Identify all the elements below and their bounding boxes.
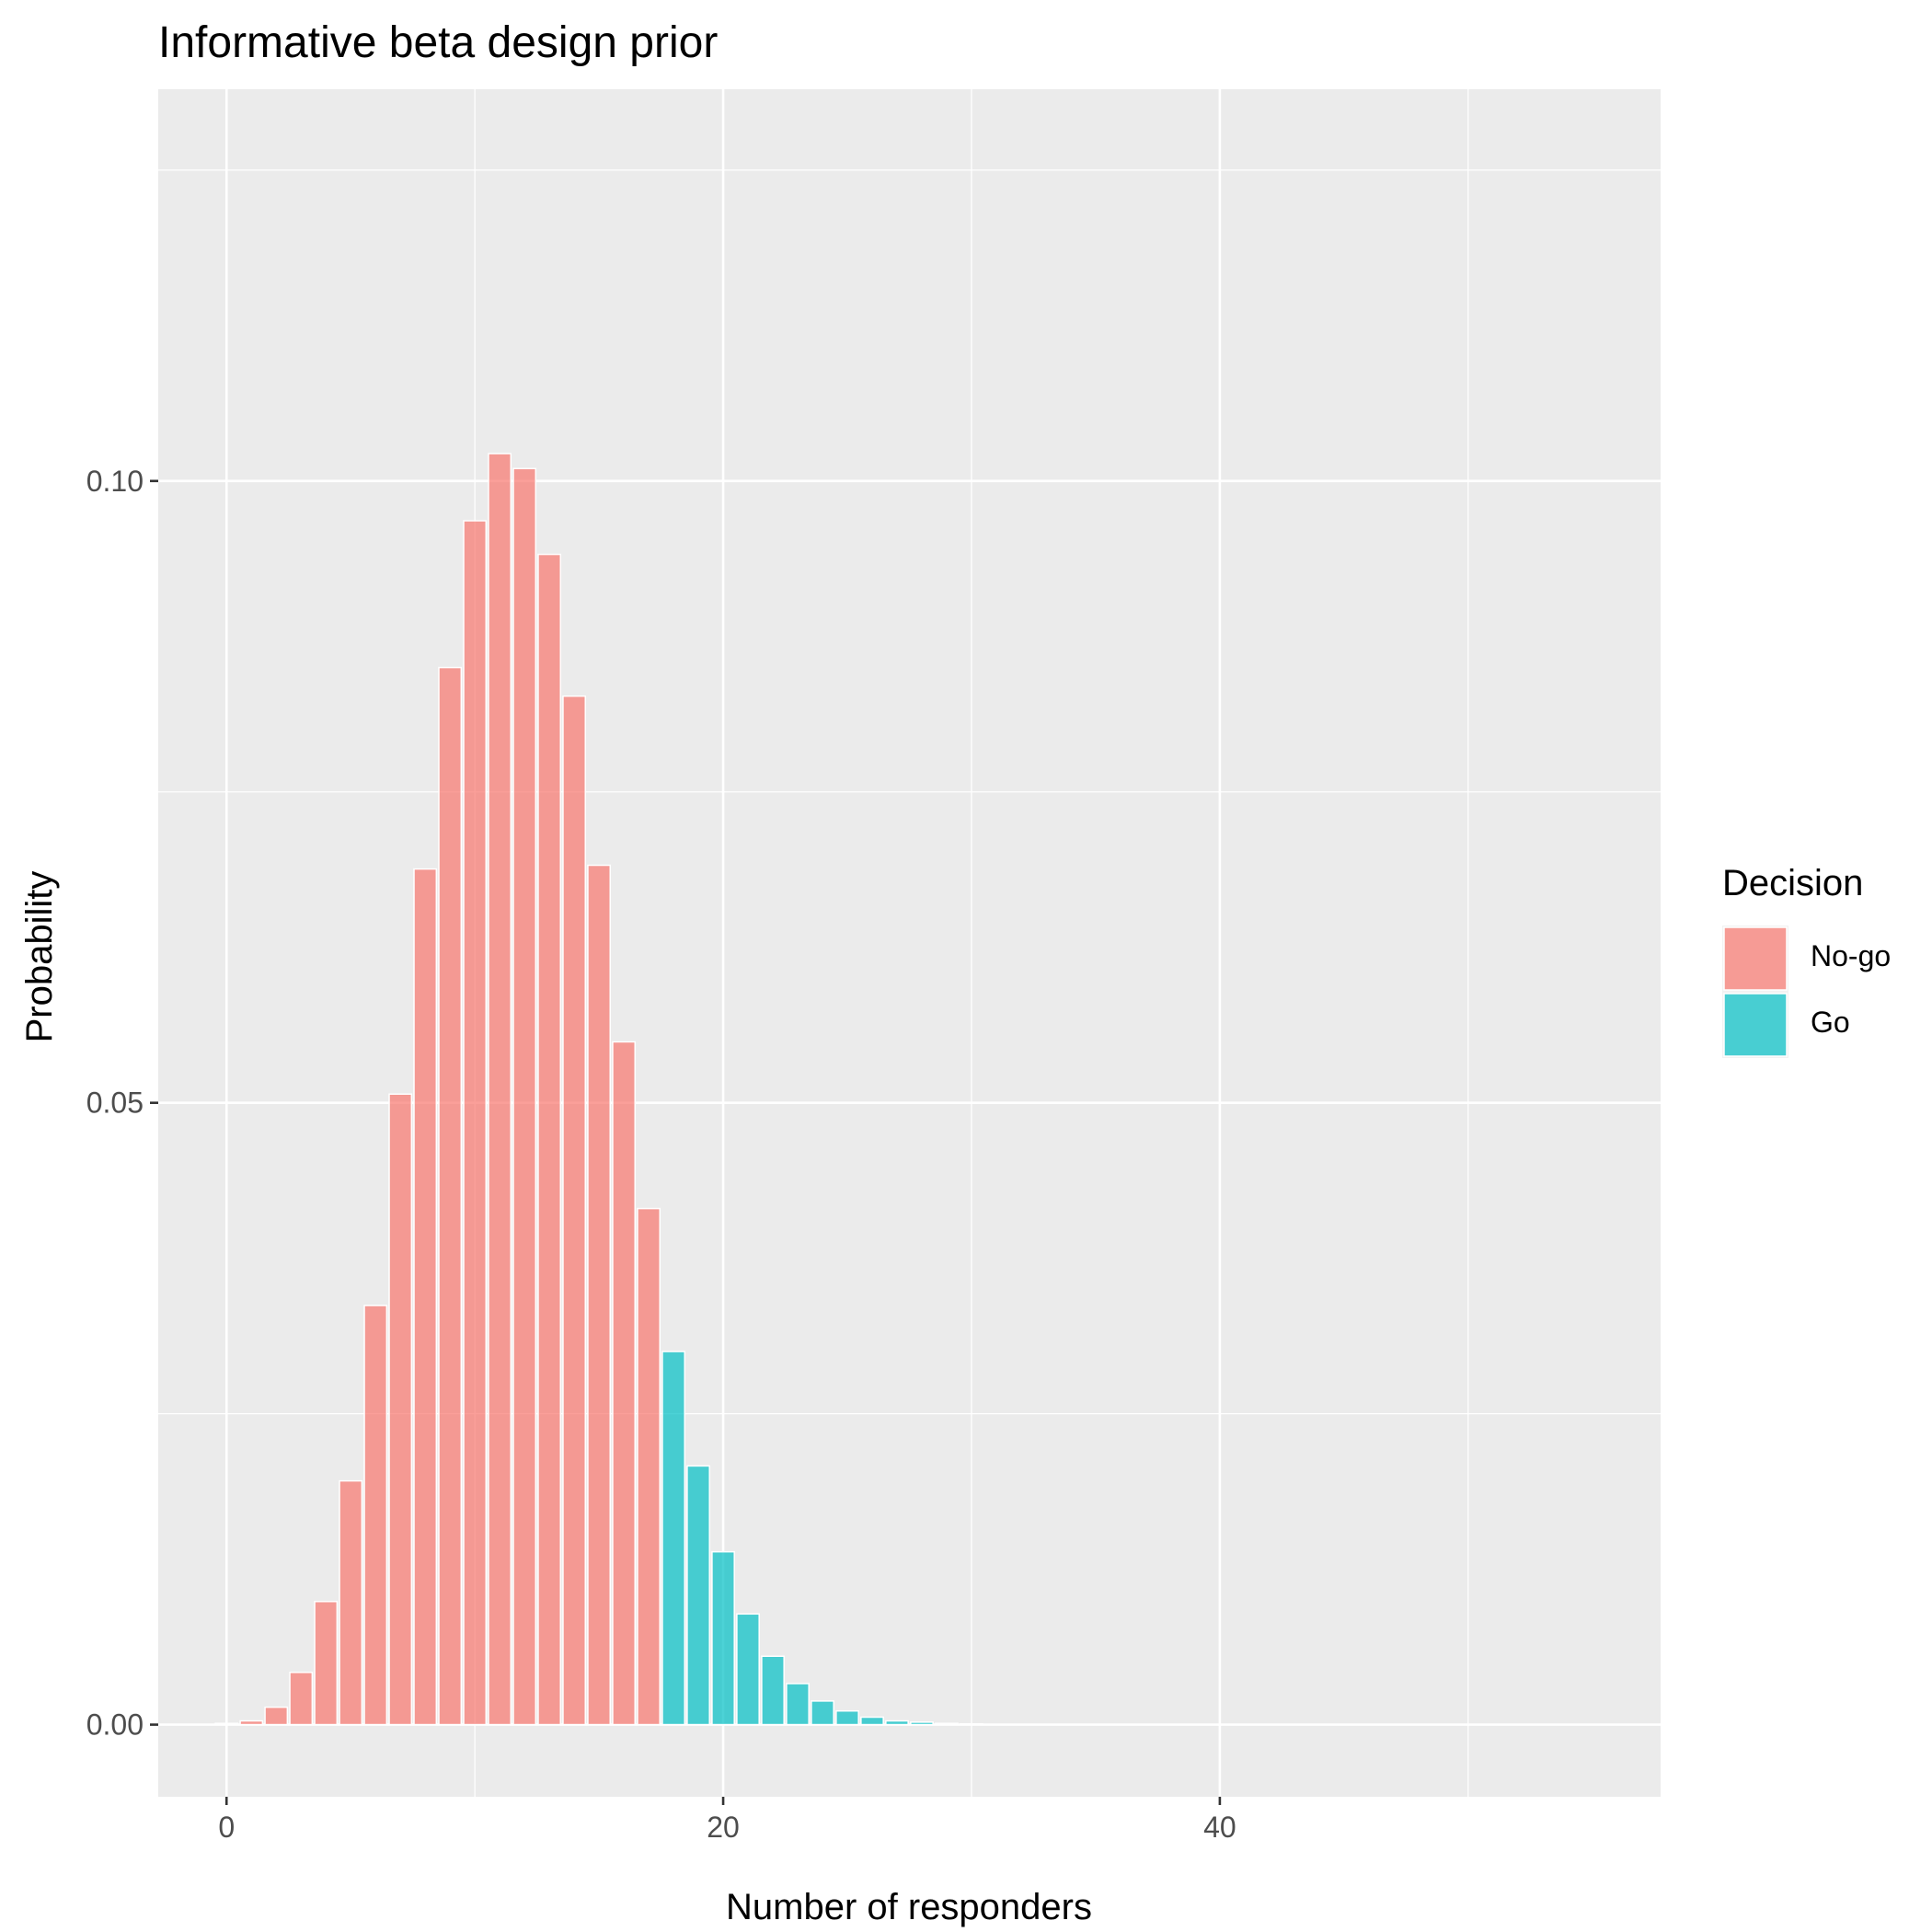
bar-go-18 <box>661 1351 685 1726</box>
x-tick-label: 40 <box>1203 1811 1236 1844</box>
y-tick-label: 0.05 <box>86 1087 144 1120</box>
bar-no-go-8 <box>413 868 438 1726</box>
legend-label-no-go: No-go <box>1811 939 1891 972</box>
bar-go-20 <box>711 1550 735 1726</box>
legend: Decision No-go Go <box>1722 863 1891 1058</box>
legend-title: Decision <box>1722 863 1863 903</box>
legend-keys <box>1722 926 1788 1058</box>
bar-no-go-2 <box>264 1706 289 1726</box>
bar-no-go-0 <box>214 1722 239 1726</box>
x-axis: 0 20 40 <box>218 1797 1236 1844</box>
bar-go-26 <box>860 1716 884 1726</box>
bar-no-go-15 <box>587 864 611 1726</box>
bar-no-go-6 <box>363 1305 388 1726</box>
y-tick-label: 0.00 <box>86 1708 144 1742</box>
bar-no-go-14 <box>562 695 587 1726</box>
bar-no-go-16 <box>612 1041 636 1726</box>
bar-no-go-17 <box>637 1207 661 1726</box>
bar-no-go-3 <box>289 1672 314 1726</box>
y-tick-label: 0.10 <box>86 465 144 498</box>
bar-go-29 <box>935 1722 959 1726</box>
bar-no-go-9 <box>438 666 463 1726</box>
bar-go-24 <box>811 1700 834 1726</box>
bar-no-go-4 <box>314 1601 339 1726</box>
bar-go-22 <box>761 1655 785 1726</box>
legend-label-go: Go <box>1811 1006 1850 1039</box>
x-tick-label: 0 <box>218 1811 235 1844</box>
bar-no-go-1 <box>239 1719 264 1726</box>
bar-go-27 <box>885 1719 909 1726</box>
bar-no-go-11 <box>488 453 512 1726</box>
legend-key-go <box>1723 993 1788 1057</box>
bar-no-go-13 <box>537 553 562 1726</box>
bar-go-21 <box>736 1613 760 1726</box>
bar-no-go-12 <box>512 467 537 1726</box>
bar-go-30 <box>960 1723 983 1726</box>
x-tick-label: 20 <box>707 1811 740 1844</box>
chart-title: Informative beta design prior <box>158 18 718 67</box>
bar-go-28 <box>910 1721 934 1726</box>
y-axis: 0.00 0.05 0.10 <box>86 465 158 1742</box>
bar-no-go-5 <box>339 1479 363 1726</box>
y-axis-title: Probability <box>19 871 60 1043</box>
bar-no-go-10 <box>463 520 488 1726</box>
legend-key-no-go <box>1723 926 1788 991</box>
bar-go-19 <box>686 1465 710 1726</box>
bar-no-go-7 <box>388 1093 413 1726</box>
bar-go-25 <box>835 1709 859 1726</box>
x-axis-title: Number of responders <box>726 1887 1092 1927</box>
bars <box>214 453 983 1726</box>
bar-go-23 <box>786 1683 810 1726</box>
